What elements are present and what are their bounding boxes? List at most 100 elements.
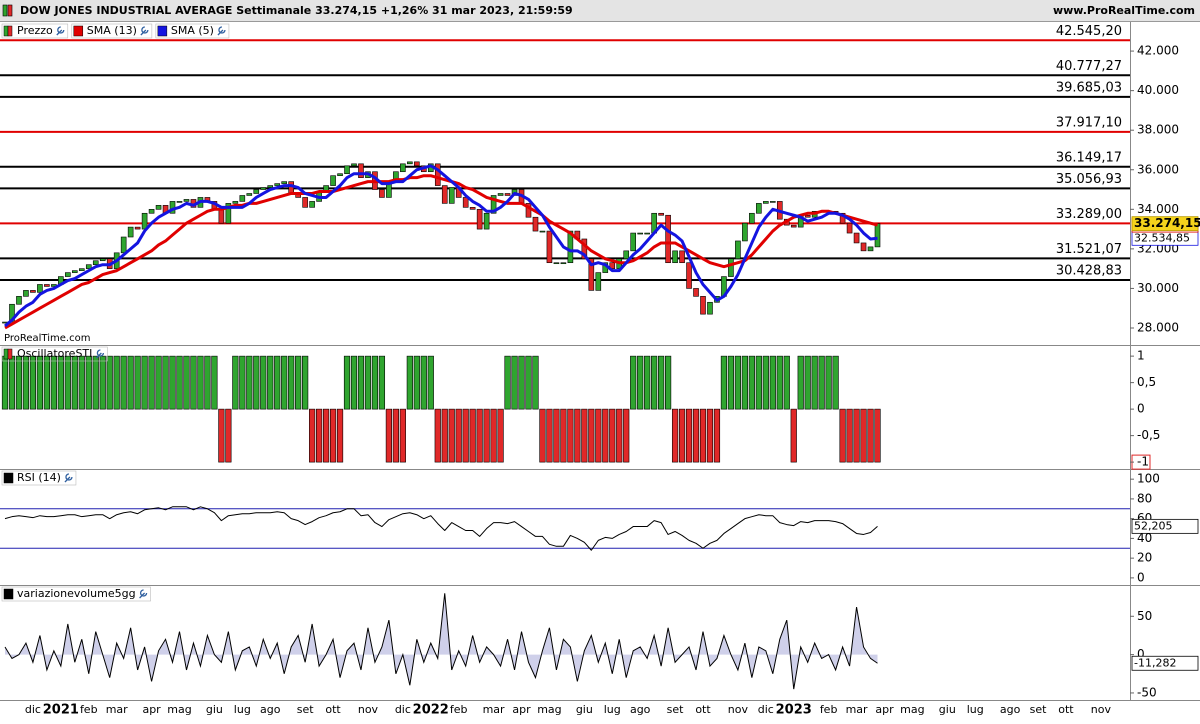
candle-body <box>155 205 162 210</box>
candle-body <box>127 226 134 238</box>
legend-label[interactable]: OscillatoreSTI <box>17 347 92 360</box>
oscillator-bar <box>218 408 225 463</box>
oscillator-bar <box>860 408 867 463</box>
legend-box[interactable] <box>1 470 77 486</box>
candle-body <box>546 230 553 264</box>
candle-body <box>23 290 29 297</box>
oscillator-bar <box>713 408 721 463</box>
legend-box[interactable] <box>155 23 230 39</box>
last-value-box <box>1131 655 1199 671</box>
settings-icon[interactable] <box>217 26 226 36</box>
oscillator-bar <box>204 355 211 410</box>
candle-body <box>476 209 483 230</box>
oscillator-bar <box>274 355 281 410</box>
candle-body <box>379 189 385 198</box>
candle-body <box>400 163 406 173</box>
oscillator-bar <box>336 408 344 463</box>
y-tick-label: 1 <box>1137 349 1145 363</box>
oscillator-bar <box>518 355 525 410</box>
oscillator-bar <box>825 355 832 410</box>
candle-body <box>804 214 811 218</box>
x-tick-label: mag <box>900 703 924 716</box>
x-tick-label: ott <box>325 703 341 716</box>
candle-body <box>490 195 497 214</box>
oscillator-bar <box>113 355 120 410</box>
x-tick-label: apr <box>142 703 161 716</box>
settings-icon[interactable] <box>64 473 73 483</box>
candle-body <box>672 250 678 264</box>
legend-label[interactable]: SMA (5) <box>171 24 214 37</box>
candle-body <box>44 284 50 287</box>
area-fill <box>5 593 878 690</box>
legend-label[interactable]: SMA (13) <box>87 24 137 37</box>
candle-body <box>658 212 664 216</box>
candle-body <box>707 301 713 315</box>
candle-body <box>637 232 643 235</box>
oscillator-bar <box>616 408 623 463</box>
oscillator-bar <box>322 408 330 463</box>
y-tick-label: 36.000 <box>1137 162 1179 176</box>
candle-body <box>407 161 413 165</box>
oscillator-bar <box>288 355 295 410</box>
x-tick-label: giu <box>206 703 223 716</box>
oscillator-bar <box>727 355 735 410</box>
oscillator-bar <box>637 355 644 410</box>
settings-icon[interactable] <box>95 349 105 359</box>
x-tick-label: lug <box>967 703 984 716</box>
candle-body <box>260 187 267 190</box>
x-tick-label: dic <box>758 703 774 716</box>
candle-body <box>246 193 253 196</box>
oscillator-bar <box>720 355 728 410</box>
x-tick-label: ago <box>630 703 651 716</box>
y-tick-label: -1 <box>1137 455 1149 469</box>
candle-body <box>497 193 504 196</box>
y-tick-label: 40.000 <box>1137 83 1179 97</box>
legend-box[interactable] <box>1 346 108 362</box>
legend-box[interactable] <box>1 586 151 602</box>
settings-icon[interactable] <box>56 26 65 36</box>
candle-body <box>239 195 246 202</box>
oscillator-bar <box>609 408 616 463</box>
x-tick-label: nov <box>1091 703 1112 716</box>
x-tick-label: mag <box>537 703 561 716</box>
oscillator-bar <box>232 355 239 410</box>
x-tick-label: mag <box>167 703 191 716</box>
legend-swatch <box>3 348 9 360</box>
oscillator-bar <box>581 408 588 463</box>
candle-body <box>183 199 190 202</box>
legend-swatch <box>7 25 13 37</box>
candle-body <box>30 290 36 293</box>
header-site[interactable]: www.ProRealTime.com <box>1053 4 1195 17</box>
oscillator-bar <box>246 355 253 410</box>
oscillator-bar <box>846 408 853 463</box>
last-value-label: 52,205 <box>1134 519 1173 532</box>
x-year-label: 2022 <box>413 703 449 718</box>
oscillator-bar <box>574 408 581 463</box>
oscillator-bar <box>790 408 797 463</box>
oscillator-bar <box>1 355 9 410</box>
legend-box[interactable] <box>1 23 69 39</box>
oscillator-bar <box>462 408 469 463</box>
legend-label[interactable]: variazionevolume5gg <box>17 587 136 600</box>
oscillator-bar <box>490 408 497 463</box>
settings-icon[interactable] <box>140 26 149 36</box>
oscillator-bar <box>699 408 707 463</box>
y-tick-label: -50 <box>1137 685 1157 699</box>
last-value-box <box>1131 518 1199 534</box>
legend-box[interactable] <box>71 23 153 39</box>
x-tick-label: set <box>1030 703 1047 716</box>
candle-body <box>92 260 99 265</box>
legend-label[interactable]: Prezzo <box>17 24 53 37</box>
oscillator-bar <box>253 355 260 410</box>
x-tick-label: giu <box>939 703 956 716</box>
legend-swatch <box>3 25 9 37</box>
candle-body <box>176 201 183 203</box>
candle-body <box>441 185 448 204</box>
x-tick-label: lug <box>604 703 621 716</box>
oscillator-bar <box>309 408 316 463</box>
settings-icon[interactable] <box>139 589 148 599</box>
candle-body <box>874 223 881 248</box>
legend-label[interactable]: RSI (14) <box>17 471 61 484</box>
candle-body <box>790 224 797 228</box>
